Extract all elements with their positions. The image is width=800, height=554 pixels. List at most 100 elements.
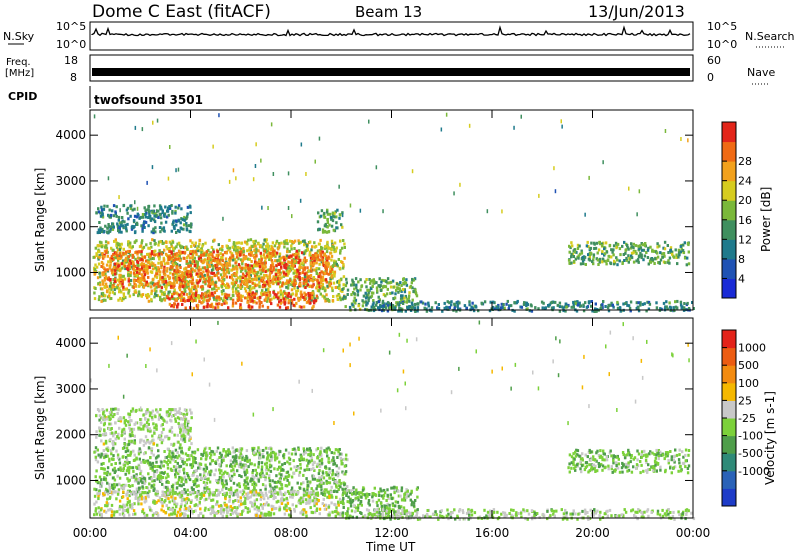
power-cell: [143, 273, 147, 277]
power-cell: [352, 299, 356, 303]
power-cell: [136, 223, 139, 226]
power-cell: [588, 258, 592, 262]
velocity-cell: [289, 467, 293, 471]
power-cell: [204, 241, 207, 245]
power-cell: [179, 299, 183, 302]
velocity-cell: [147, 446, 151, 450]
power-cell: [103, 229, 106, 233]
power-cell: [263, 283, 266, 287]
power-cell: [646, 256, 650, 259]
power-cell: [276, 303, 280, 307]
power-cell: [364, 307, 367, 311]
power-cell: [204, 292, 207, 296]
velocity-cell: [214, 462, 218, 465]
power-cell: [472, 309, 476, 313]
power-cell: [590, 300, 593, 303]
power-cell: [278, 255, 281, 259]
velocity-cell: [332, 477, 335, 481]
power-cell: [264, 256, 267, 260]
nave-tick-bottom: 0: [707, 71, 714, 84]
power-cell: [139, 293, 142, 297]
power-cell: [425, 309, 429, 313]
power-cell: [268, 268, 272, 272]
power-cell: [231, 304, 235, 308]
velocity-cell: [194, 457, 197, 460]
power-cell: [274, 254, 277, 258]
power-cell: [335, 246, 338, 250]
velocity-cell: [174, 491, 177, 495]
power-cell: [397, 283, 401, 287]
velocity-cell: [178, 454, 181, 458]
power-cell: [139, 244, 143, 248]
power-cell: [273, 292, 276, 296]
power-cell: [129, 271, 132, 275]
velocity-cell: [174, 475, 177, 479]
power-cell: [289, 264, 292, 268]
velocity-cell: [210, 453, 213, 457]
velocity-cell: [208, 493, 211, 497]
power-cell: [189, 280, 192, 284]
velocity-cell: [157, 477, 161, 480]
power-cell: [236, 249, 239, 253]
power-cell: [151, 238, 154, 242]
power-cell: [326, 256, 329, 260]
power-cell: [115, 214, 118, 218]
power-cell: [301, 261, 304, 265]
velocity-cell: [292, 471, 296, 475]
velocity-cell: [179, 464, 183, 468]
power-cell: [103, 204, 106, 208]
velocity-cell: [290, 452, 294, 456]
power-cell: [658, 261, 661, 264]
power-sparse-cell: [440, 127, 443, 132]
velocity-cell: [180, 480, 183, 484]
power-cell: [249, 270, 252, 274]
velocity-cell: [103, 467, 106, 471]
power-cell: [591, 309, 594, 313]
power-cell: [298, 258, 301, 262]
power-cell: [230, 276, 233, 280]
power-cell: [189, 261, 192, 265]
power-cell: [434, 301, 437, 305]
power-cell: [148, 255, 152, 258]
power-cell: [225, 261, 228, 265]
power-cell: [601, 250, 604, 254]
velocity-cell: [318, 454, 321, 458]
power-cell: [202, 305, 206, 309]
power-cell: [232, 290, 235, 294]
velocity-cell: [277, 453, 281, 456]
power-cell: [302, 268, 305, 272]
velocity-cell: [167, 474, 170, 478]
velocity-cell: [311, 474, 314, 478]
velocity-cell: [286, 478, 289, 482]
power-sparse-cell: [538, 193, 540, 198]
velocity-cell: [209, 456, 212, 460]
velocity-cell: [204, 457, 208, 461]
velocity-cell: [116, 453, 120, 457]
velocity-cell: [122, 455, 125, 459]
power-cell: [235, 241, 239, 245]
power-cell: [235, 279, 239, 283]
power-cell: [399, 281, 402, 285]
power-colorbar-swatch: [722, 200, 736, 221]
power-cell: [601, 251, 604, 255]
power-cell: [98, 254, 101, 258]
power-cell: [136, 256, 140, 260]
power-cell: [285, 257, 288, 261]
power-cell: [153, 204, 156, 208]
power-cell: [113, 270, 116, 274]
power-cell: [302, 258, 305, 262]
power-cell: [668, 261, 671, 265]
power-cell: [339, 249, 342, 253]
power-cell: [188, 292, 191, 296]
velocity-cell: [128, 465, 131, 469]
velocity-cell: [336, 456, 339, 459]
power-cell: [168, 250, 171, 253]
power-cell: [125, 260, 128, 264]
power-cell: [146, 283, 149, 287]
power-cell: [290, 247, 293, 251]
power-cell: [453, 306, 456, 310]
power-cell: [119, 254, 123, 258]
power-cell: [124, 296, 127, 300]
power-cell: [141, 227, 144, 231]
power-cell: [458, 301, 461, 305]
